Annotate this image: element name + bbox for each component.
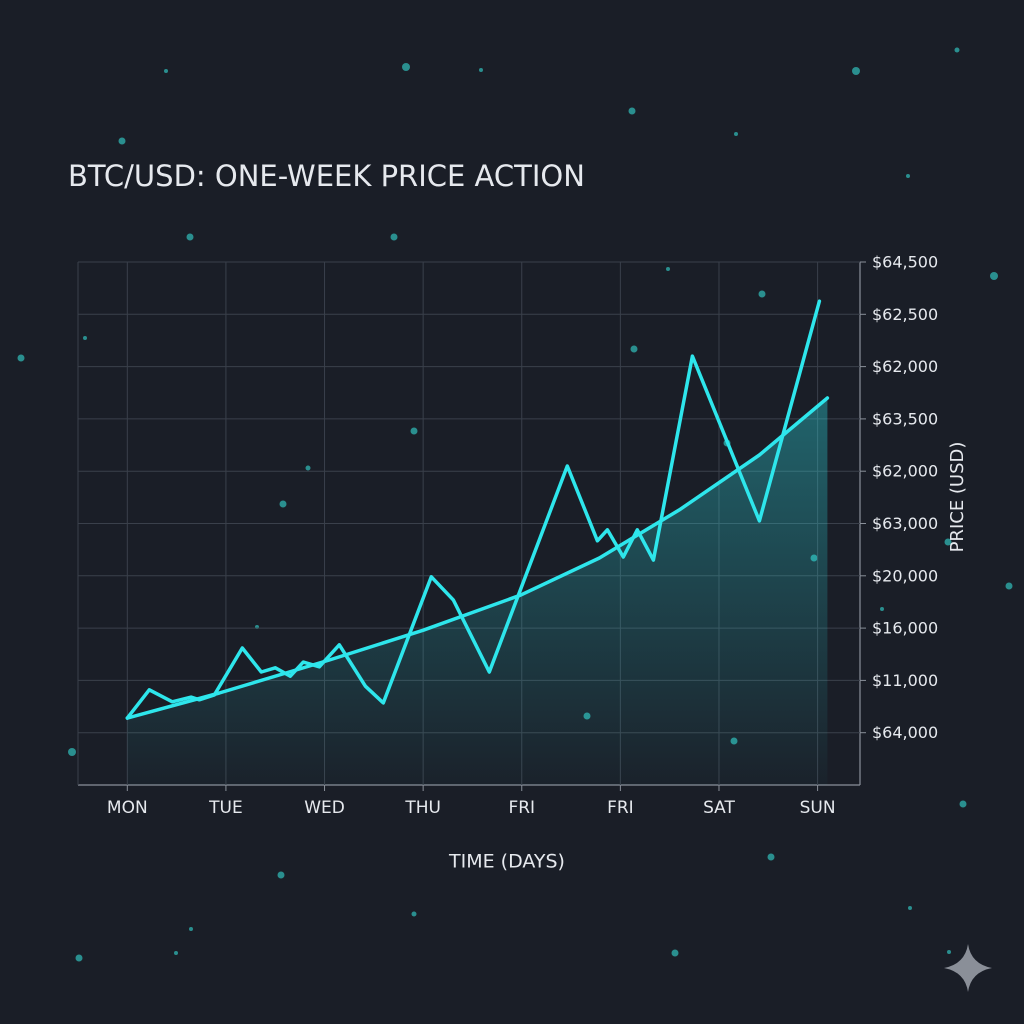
y-tick-label: $62,000	[872, 357, 938, 376]
x-tick-label: TUE	[208, 798, 243, 818]
x-axis-title: TIME (DAYS)	[448, 851, 565, 873]
y-tick-label: $16,000	[872, 619, 938, 638]
x-tick-label: FRI	[607, 798, 634, 818]
sparkle-icon	[944, 944, 992, 992]
trend-line	[125, 396, 830, 720]
y-tick-label: $20,000	[872, 566, 938, 585]
x-tick-label: MON	[107, 798, 148, 818]
x-tick-label: THU	[404, 798, 441, 818]
y-tick-label: $11,000	[872, 671, 938, 690]
x-tick-label: WED	[304, 798, 345, 818]
y-tick-label: $62,500	[872, 305, 938, 324]
x-tick-label: SAT	[703, 798, 735, 818]
y-tick-label: $64,500	[872, 253, 938, 272]
chart-title: BTC/USD: ONE-WEEK PRICE ACTION	[68, 159, 585, 193]
y-tick-label: $62,000	[872, 462, 938, 481]
x-tick-label: SUN	[800, 798, 836, 818]
y-axis-title: PRICE (USD)	[947, 442, 968, 553]
y-tick-label: $63,500	[872, 409, 938, 428]
y-tick-label: $64,000	[872, 723, 938, 742]
trend-area	[127, 398, 828, 785]
y-tick-label: $63,000	[872, 514, 938, 533]
x-tick-label: FRI	[508, 798, 535, 818]
